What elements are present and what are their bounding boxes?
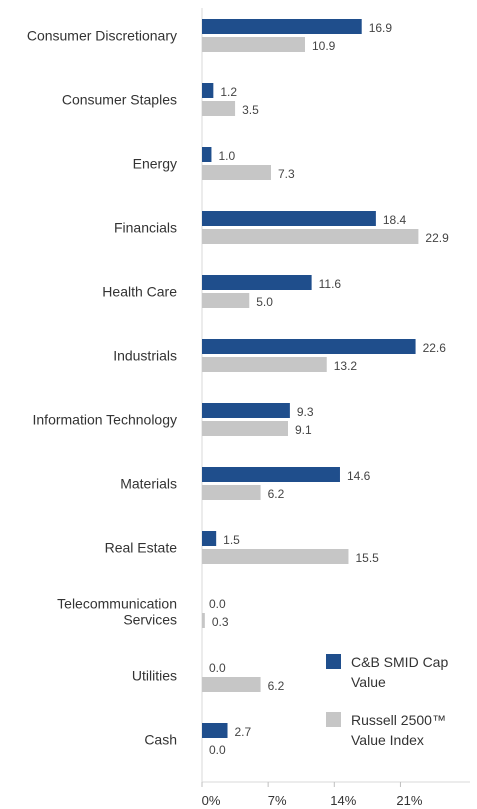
bar-series-1 xyxy=(202,147,212,162)
data-label-series-2: 10.9 xyxy=(312,39,336,53)
bar-series-2 xyxy=(202,549,349,564)
category-label: Health Care xyxy=(102,284,177,300)
data-label-series-1: 0.0 xyxy=(209,661,226,675)
x-tick-label: 21% xyxy=(396,793,422,808)
category-label: Telecommunication xyxy=(57,596,177,612)
data-label-series-2: 0.3 xyxy=(212,615,229,629)
data-label-series-1: 22.6 xyxy=(423,341,447,355)
bar-series-2 xyxy=(202,229,419,244)
bar-series-2 xyxy=(202,357,327,372)
category-label: Services xyxy=(123,612,177,628)
data-label-series-2: 0.0 xyxy=(209,743,226,757)
data-label-series-2: 9.1 xyxy=(295,423,312,437)
data-label-series-1: 16.9 xyxy=(369,21,393,35)
legend-item-series-1: C&B SMID Cap Value xyxy=(326,652,476,692)
data-label-series-1: 0.0 xyxy=(209,597,226,611)
bar-series-2 xyxy=(202,101,236,116)
data-label-series-1: 18.4 xyxy=(383,213,407,227)
bar-series-1 xyxy=(202,467,340,482)
legend-swatch-series-2 xyxy=(326,712,341,727)
data-label-series-1: 11.6 xyxy=(319,277,342,291)
category-label: Industrials xyxy=(113,348,177,364)
data-label-series-1: 14.6 xyxy=(347,469,371,483)
category-label: Materials xyxy=(120,476,177,492)
category-label: Energy xyxy=(133,156,177,172)
bar-series-2 xyxy=(202,165,271,180)
legend-label-series-1: C&B SMID Cap Value xyxy=(351,654,449,690)
legend-label-series-2: Russell 2500™ Value Index xyxy=(351,712,446,748)
legend: C&B SMID Cap Value Russell 2500™ Value I… xyxy=(326,652,476,768)
bar-series-2 xyxy=(202,677,261,692)
bar-series-2 xyxy=(202,613,205,628)
bar-series-1 xyxy=(202,723,228,738)
bar-series-1 xyxy=(202,19,362,34)
bar-series-1 xyxy=(202,403,290,418)
data-label-series-2: 15.5 xyxy=(355,551,379,565)
bar-series-2 xyxy=(202,293,250,308)
category-label: Real Estate xyxy=(105,540,178,556)
data-label-series-2: 22.9 xyxy=(425,231,449,245)
bar-series-1 xyxy=(202,339,416,354)
bar-series-1 xyxy=(202,83,214,98)
category-label: Financials xyxy=(114,220,177,236)
bar-series-2 xyxy=(202,421,288,436)
bar-series-1 xyxy=(202,275,312,290)
x-tick-label: 0% xyxy=(202,793,221,808)
data-label-series-1: 1.5 xyxy=(223,533,240,547)
bar-series-2 xyxy=(202,485,261,500)
data-label-series-2: 6.2 xyxy=(268,679,285,693)
category-label: Information Technology xyxy=(33,412,178,428)
bar-series-1 xyxy=(202,211,376,226)
legend-item-series-2: Russell 2500™ Value Index xyxy=(326,710,476,750)
data-label-series-2: 5.0 xyxy=(256,295,273,309)
legend-swatch-series-1 xyxy=(326,654,341,669)
data-label-series-1: 9.3 xyxy=(297,405,314,419)
category-label: Consumer Staples xyxy=(62,92,177,108)
data-label-series-2: 13.2 xyxy=(334,359,358,373)
data-label-series-2: 7.3 xyxy=(278,167,295,181)
data-label-series-2: 6.2 xyxy=(268,487,285,501)
category-label: Cash xyxy=(144,732,177,748)
data-label-series-1: 1.2 xyxy=(220,85,237,99)
x-tick-label: 14% xyxy=(330,793,356,808)
x-tick-label: 7% xyxy=(268,793,287,808)
data-label-series-1: 2.7 xyxy=(235,725,252,739)
data-label-series-1: 1.0 xyxy=(218,149,235,163)
bar-series-1 xyxy=(202,531,217,546)
bar-series-2 xyxy=(202,37,306,52)
data-label-series-2: 3.5 xyxy=(242,103,259,117)
category-label: Utilities xyxy=(132,668,177,684)
category-label: Consumer Discretionary xyxy=(27,28,177,44)
